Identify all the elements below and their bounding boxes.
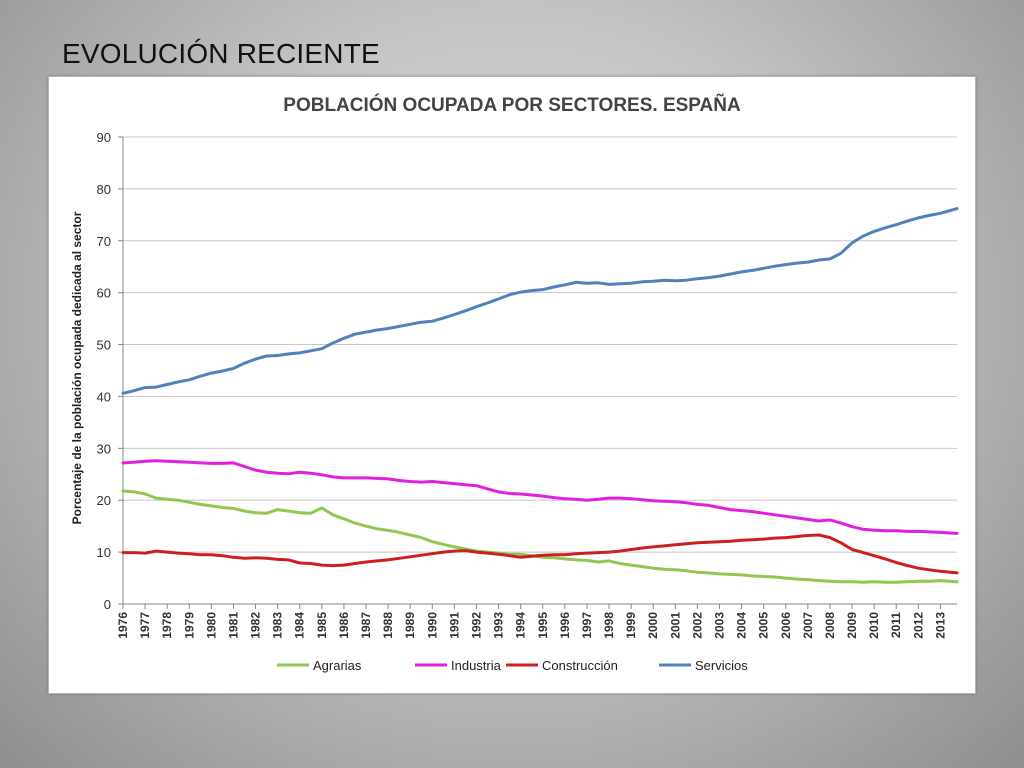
series-line-construccion: [121, 533, 959, 575]
grid-lines: [123, 136, 957, 553]
x-tick-label: 2007: [801, 612, 815, 639]
x-tick-label: 1990: [425, 612, 439, 639]
axes: 0 10 20 30 40 50 60 70 80 90 1976 1977 1978 1979 1980 1…: [97, 130, 957, 639]
x-tick-label: 2008: [823, 612, 837, 639]
x-tick-label: 2005: [757, 612, 771, 639]
series-lines: [121, 207, 959, 584]
x-tick-label: 1999: [624, 612, 638, 639]
legend-label-industria: Industria: [451, 658, 502, 673]
y-tick-label: 40: [97, 389, 111, 404]
x-tick-label: 2002: [690, 612, 704, 639]
x-tick-label: 1996: [558, 612, 572, 639]
x-tick-label: 2001: [668, 612, 682, 639]
x-tick-label: 1981: [226, 612, 240, 639]
legend-label-servicios: Servicios: [695, 658, 748, 673]
x-tick-label: 1979: [182, 612, 196, 639]
x-tick-label: 1988: [381, 612, 395, 639]
x-tick-label: 2006: [779, 612, 793, 639]
y-tick-label: 60: [97, 286, 111, 301]
y-tick-label: 90: [97, 130, 111, 145]
x-tick-label: 2011: [889, 612, 903, 638]
x-tick-label: 1980: [204, 612, 218, 639]
y-axis-title: Porcentaje de la población ocupada dedic…: [70, 211, 84, 524]
x-tick-label: 1995: [536, 612, 550, 639]
x-tick-label: 1983: [271, 612, 285, 639]
x-tick-label: 1986: [337, 612, 351, 639]
x-tick-label: 2009: [845, 612, 859, 639]
x-tick-label: 2000: [646, 612, 660, 639]
legend: Agrarias Industria Construcción Servicios: [277, 658, 748, 673]
chart-title: POBLACIÓN OCUPADA POR SECTORES. ESPAÑA: [283, 94, 741, 116]
x-tick-label: 1987: [359, 612, 373, 639]
x-tick-label: 1985: [315, 612, 329, 639]
y-tick-label: 10: [97, 545, 111, 560]
x-tick-label: 2012: [911, 612, 925, 639]
x-tick-label: 1984: [293, 612, 307, 639]
x-tick-label: 1977: [138, 612, 152, 639]
line-chart: POBLACIÓN OCUPADA POR SECTORES. ESPAÑA P…: [70, 94, 959, 673]
legend-label-agrarias: Agrarias: [313, 658, 362, 673]
x-tick-label: 2013: [933, 612, 947, 639]
x-tick-label: 2003: [713, 612, 727, 639]
y-tick-label: 70: [97, 234, 111, 249]
series-line-industria: [121, 459, 959, 535]
x-tick-label: 1997: [580, 612, 594, 639]
x-tick-label: 1992: [469, 612, 483, 639]
x-tick-label: 1993: [492, 612, 506, 639]
y-tick-label: 20: [97, 493, 111, 508]
y-tick-label: 80: [97, 182, 111, 197]
chart-frame: POBLACIÓN OCUPADA POR SECTORES. ESPAÑA P…: [48, 76, 976, 694]
series-line-agrarias: [121, 489, 959, 584]
x-tick-label: 1994: [514, 612, 528, 639]
x-tick-label: 2010: [867, 612, 881, 639]
series-line-servicios: [121, 207, 959, 395]
y-tick-label: 50: [97, 338, 111, 353]
y-tick-label: 30: [97, 441, 111, 456]
x-tick-label: 2004: [735, 612, 749, 639]
x-tick-label: 1998: [602, 612, 616, 639]
legend-label-construccion: Construcción: [542, 658, 618, 673]
x-tick-label: 1982: [249, 612, 263, 639]
x-tick-label: 1976: [116, 612, 130, 639]
x-tick-label: 1978: [160, 612, 174, 639]
y-tick-label: 0: [104, 597, 111, 612]
slide-title: EVOLUCIÓN RECIENTE: [62, 38, 380, 69]
x-tick-label: 1989: [403, 612, 417, 639]
x-tick-label: 1991: [447, 612, 461, 639]
